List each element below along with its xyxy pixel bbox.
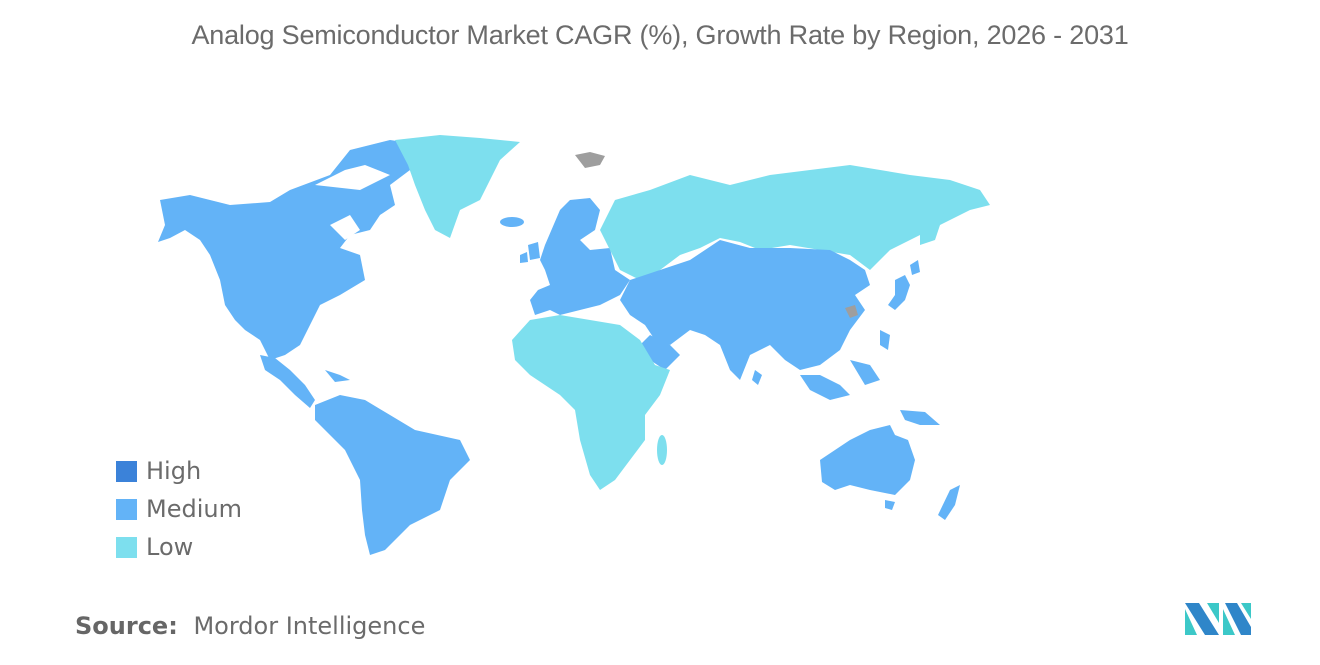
region-no-data: [575, 152, 858, 318]
chart-title: Analog Semiconductor Market CAGR (%), Gr…: [191, 20, 1129, 50]
region-north-america: [158, 140, 425, 408]
region-oceania: [820, 410, 960, 520]
region-africa: [512, 315, 670, 490]
region-asia-medium: [620, 240, 920, 400]
legend-swatch-medium: [116, 498, 137, 520]
region-europe: [520, 198, 630, 315]
legend-item-high: High: [116, 452, 242, 490]
legend-label: Low: [146, 533, 194, 561]
mordor-intelligence-logo-icon: [1185, 603, 1251, 635]
source-value: Mordor Intelligence: [193, 612, 426, 640]
legend-label: Medium: [146, 495, 242, 523]
legend-swatch-low: [116, 536, 137, 558]
legend-label: High: [146, 457, 202, 485]
legend-item-medium: Medium: [116, 490, 242, 528]
region-south-america: [315, 395, 470, 555]
region-iceland: [500, 217, 524, 227]
source-line: Source: Mordor Intelligence: [75, 612, 425, 640]
legend-swatch-high: [116, 460, 137, 482]
region-greenland: [395, 135, 520, 238]
region-russia: [600, 165, 990, 280]
source-label: Source:: [75, 612, 178, 640]
legend-item-low: Low: [116, 528, 242, 566]
legend: High Medium Low: [116, 452, 242, 566]
world-map: [158, 135, 990, 555]
